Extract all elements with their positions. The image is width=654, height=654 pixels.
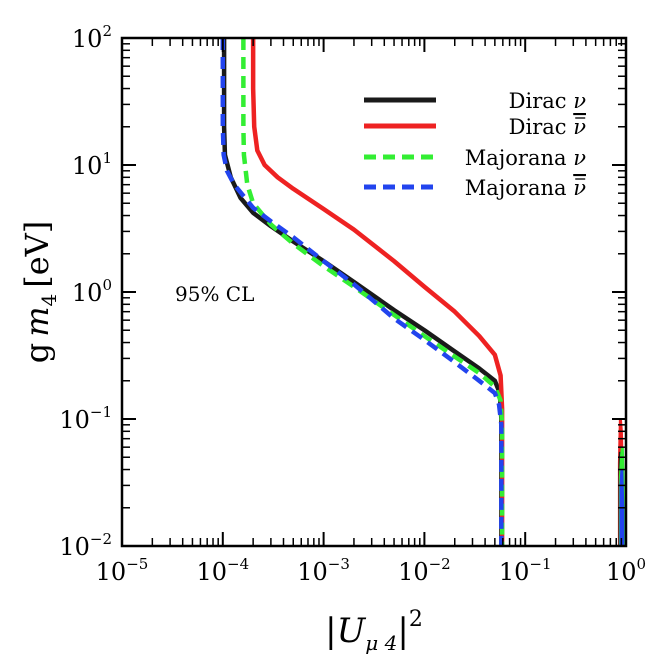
x-tick-label: 10−3 [297, 555, 350, 586]
confidence-level-label: 95% CL [175, 282, 254, 306]
curves-layer [220, 38, 626, 546]
tick-labels-layer: 10−5 10−4 10−3 10−2 10−1 100 10−2 10−1 100 101 102 [59, 22, 646, 586]
legend-label: Dirac ν [509, 115, 587, 139]
series-majorana-antineutrino-line [220, 38, 504, 546]
x-tick-label: 10−4 [196, 555, 249, 586]
curves-clip [220, 38, 626, 546]
y-tick-label: 101 [72, 149, 112, 180]
x-axis-title: |Uμ 4|2 [325, 607, 423, 654]
y-tick-label: 10−1 [59, 403, 112, 434]
y-tick-label: 10−2 [59, 530, 112, 561]
y-tick-label: 100 [72, 276, 112, 307]
x-tick-label: 100 [606, 555, 646, 586]
y-tick-label: 102 [72, 22, 112, 53]
x-tick-label: 10−5 [96, 555, 149, 586]
legend-label: Dirac ν [509, 89, 587, 113]
series-dirac-antineutrino-line [250, 38, 505, 546]
plot-frame [120, 36, 628, 548]
x-tick-label: 10−1 [499, 555, 552, 586]
y-axis-title: gm4[eV] [18, 221, 61, 364]
legend-label: Majorana ν [465, 146, 586, 170]
legend-label: Majorana ν [465, 176, 586, 200]
x-tick-label: 10−2 [398, 555, 451, 586]
